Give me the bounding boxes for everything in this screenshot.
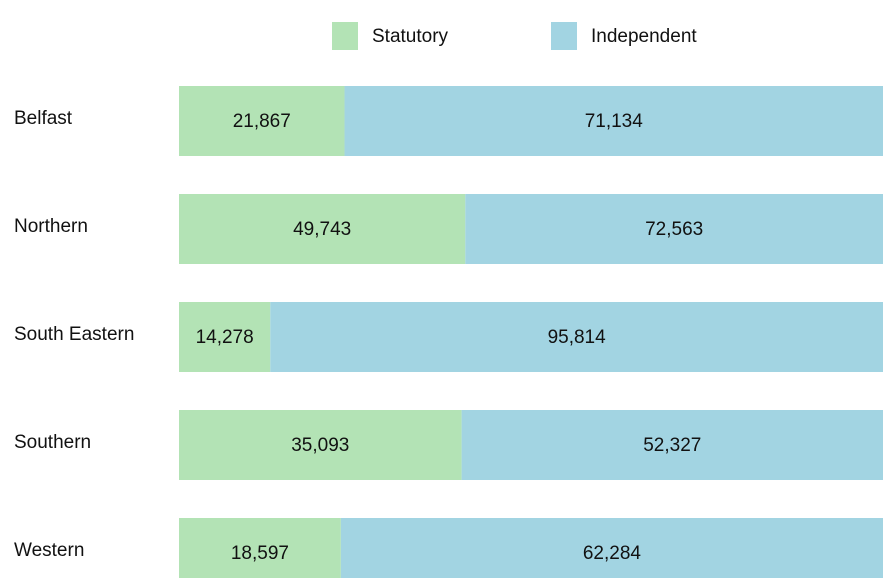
data-label: 21,867 [233,111,291,132]
category-label: Western [14,540,84,561]
bar-segment [270,302,883,372]
data-label: 14,278 [196,327,254,348]
data-label: 49,743 [293,219,351,240]
bar-segment [179,302,271,372]
category-label: Belfast [14,108,73,129]
legend-label: Statutory [372,26,449,47]
data-label: 35,093 [291,435,349,456]
bar-segment [179,86,345,156]
bar-segment [461,410,883,480]
legend-swatch [332,22,358,50]
data-label: 71,134 [585,111,644,132]
bar-segment [340,518,883,578]
category-label: Southern [14,432,91,453]
legend-label: Independent [591,26,697,47]
data-label: 72,563 [645,219,703,240]
bar-segment [179,410,462,480]
data-label: 52,327 [643,435,701,456]
data-label: 62,284 [583,543,642,564]
bar-segment [344,86,883,156]
bar-segment [465,194,883,264]
bar-segment [179,518,341,578]
data-label: 18,597 [231,543,289,564]
category-label: Northern [14,216,88,237]
category-label: South Eastern [14,324,134,345]
legend-swatch [551,22,577,50]
data-label: 95,814 [548,327,607,348]
bar-segment [179,194,466,264]
